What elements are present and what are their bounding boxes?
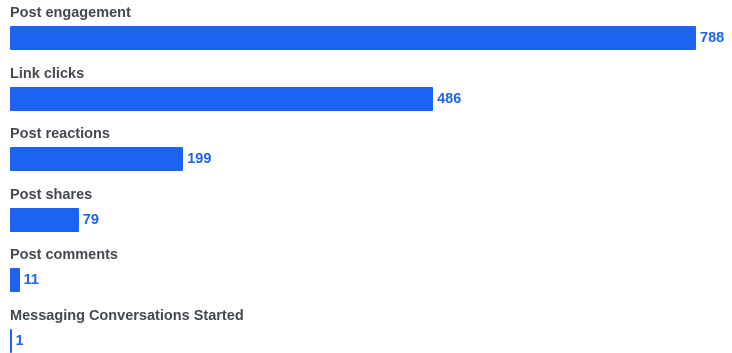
metric-bar (10, 147, 184, 171)
metric-value: 788 (700, 30, 725, 46)
metric-value: 199 (187, 151, 212, 167)
metric-label: Post engagement (10, 5, 131, 21)
metric-label: Link clicks (10, 65, 85, 82)
metric-label: Messaging Conversations Started (10, 307, 244, 324)
metric-bar (10, 328, 12, 353)
metric-value: 486 (437, 90, 462, 107)
metric-bar (10, 207, 79, 232)
metric-value: 11 (23, 272, 39, 288)
metric-bar (10, 26, 696, 50)
metric-value: 1 (15, 332, 24, 349)
metric-value: 79 (82, 211, 99, 228)
metric-label: Post shares (10, 186, 93, 203)
metric-bar (10, 268, 20, 292)
metric-bar (10, 86, 434, 111)
metric-label: Post comments (10, 247, 118, 263)
metric-label: Post reactions (10, 126, 110, 142)
